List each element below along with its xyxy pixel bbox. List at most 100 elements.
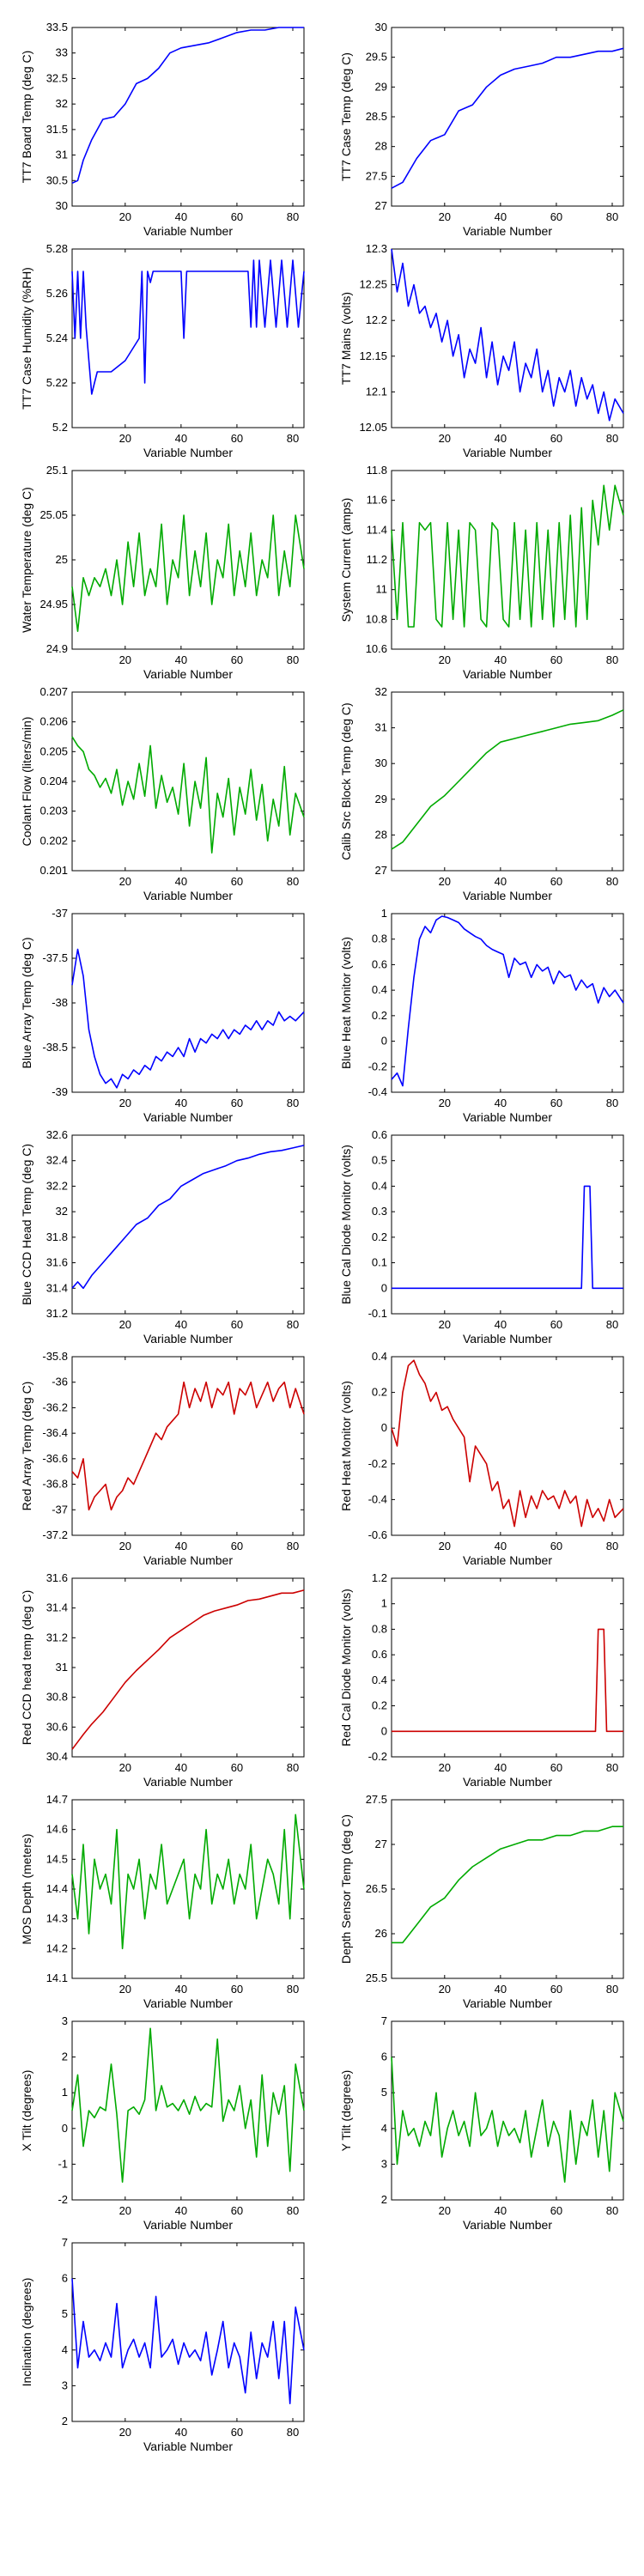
x-tick-label: 80 xyxy=(287,2204,299,2217)
chart-tt7-case-humidity: 20 40 60 80 5.2 5.22 5.24 5.26 5.28 Variable Numb… xyxy=(20,242,305,459)
x-tick-label: 60 xyxy=(550,210,562,223)
y-tick-label: 24.95 xyxy=(39,598,68,611)
x-tick-label: 20 xyxy=(119,432,131,445)
y-tick-label: 14.5 xyxy=(46,1852,68,1865)
x-tick-label: 40 xyxy=(175,1540,187,1552)
y-tick-label: 5.26 xyxy=(46,287,68,300)
y-tick-label: 4 xyxy=(62,2343,68,2356)
y-tick-label: 26.5 xyxy=(366,1882,387,1895)
y-tick-label: 27 xyxy=(375,1838,387,1850)
x-axis-label: Variable Number xyxy=(463,446,552,459)
y-tick-label: 14.3 xyxy=(46,1912,68,1925)
x-axis-label: Variable Number xyxy=(143,446,233,459)
y-axis-label: TT7 Case Temp (deg C) xyxy=(339,52,353,181)
x-axis-label: Variable Number xyxy=(143,2439,233,2453)
series-line-coolant-flow xyxy=(71,736,305,854)
x-tick-label: 80 xyxy=(287,210,299,223)
chart-depth-sensor-temp: 20 40 60 80 25.5 26 26.5 27 27.5 Variable Number D… xyxy=(339,1793,624,2010)
y-tick-label: 31 xyxy=(56,1661,68,1674)
x-tick-label: 80 xyxy=(287,1318,299,1331)
y-tick-label: 31.5 xyxy=(46,123,68,136)
y-tick-label: 1.2 xyxy=(372,1571,387,1584)
y-tick-label: 32.6 xyxy=(46,1128,68,1141)
x-tick-label: 60 xyxy=(550,1983,562,1996)
y-tick-label: 14.6 xyxy=(46,1823,68,1836)
y-tick-label: 27.5 xyxy=(366,169,387,182)
x-tick-label: 80 xyxy=(606,1097,618,1109)
y-tick-label: 11 xyxy=(376,583,388,596)
x-tick-label: 80 xyxy=(606,1540,618,1552)
x-tick-label: 40 xyxy=(175,1097,187,1109)
y-tick-label: 31.6 xyxy=(46,1571,68,1584)
y-tick-label: 11.6 xyxy=(367,494,387,507)
y-tick-label: 12.05 xyxy=(359,421,387,434)
y-tick-label: 0.6 xyxy=(372,1648,387,1661)
x-tick-label: 80 xyxy=(606,432,618,445)
x-axis-label: Variable Number xyxy=(463,1996,552,2010)
chart-blue-cal-diode-monitor: 20 40 60 80 -0.1 0 0.1 0.2 0.3 0.4 0.5 0.6 Variable … xyxy=(339,1128,624,1346)
plot-frame xyxy=(71,1356,305,1536)
plot-frame xyxy=(71,248,305,428)
x-tick-label: 40 xyxy=(495,432,507,445)
y-axis-label: Blue CCD Head Temp (deg C) xyxy=(20,1144,33,1305)
y-tick-label: 0.207 xyxy=(39,685,68,698)
y-axis-label: Inclination (degrees) xyxy=(20,2278,33,2387)
series-line-x-tilt xyxy=(71,2027,305,2183)
x-tick-label: 20 xyxy=(439,432,451,445)
y-tick-label: 7 xyxy=(62,2236,68,2249)
x-tick-label: 40 xyxy=(495,1318,507,1331)
y-tick-label: 29.5 xyxy=(366,51,387,64)
x-tick-label: 40 xyxy=(175,653,187,666)
y-tick-label: -37.2 xyxy=(42,1528,68,1541)
series-line-tt7-case-temp xyxy=(391,47,624,189)
plot-frame xyxy=(71,1577,305,1758)
series-line-blue-heat-monitor xyxy=(391,915,624,1087)
chart-x-tilt: 20 40 60 80 -2 -1 0 1 2 3 Variable Number X Tilt (d… xyxy=(20,2014,305,2232)
x-tick-label: 40 xyxy=(175,1983,187,1996)
y-tick-label: 12.2 xyxy=(366,313,387,326)
y-tick-label: 5 xyxy=(62,2307,68,2320)
y-tick-label: 0 xyxy=(381,1421,387,1434)
series-line-inclination xyxy=(71,2278,305,2404)
x-tick-label: 40 xyxy=(175,875,187,888)
y-tick-label: 0.4 xyxy=(372,1350,387,1363)
x-tick-label: 20 xyxy=(119,1540,131,1552)
x-tick-label: 80 xyxy=(606,653,618,666)
y-tick-label: 12.15 xyxy=(359,349,387,362)
y-tick-label: 2 xyxy=(381,2193,387,2206)
plot-frame xyxy=(391,2020,624,2201)
x-tick-label: 20 xyxy=(439,210,451,223)
y-tick-label: 3 xyxy=(381,2157,387,2170)
x-tick-label: 60 xyxy=(550,875,562,888)
y-tick-label: 7 xyxy=(381,2014,387,2027)
y-tick-label: 29 xyxy=(375,793,387,805)
y-tick-label: 0.203 xyxy=(39,805,68,817)
y-tick-label: -36.8 xyxy=(42,1478,68,1491)
y-tick-label: 5.22 xyxy=(46,376,68,389)
x-axis-label: Variable Number xyxy=(463,1110,552,1124)
x-axis-label: Variable Number xyxy=(463,1332,552,1346)
y-tick-label: 0 xyxy=(381,1281,387,1294)
x-tick-label: 40 xyxy=(495,1761,507,1774)
y-tick-label: 33 xyxy=(56,46,68,59)
x-axis-label: Variable Number xyxy=(143,1996,233,2010)
y-axis-label: TT7 Mains (volts) xyxy=(339,292,353,385)
y-tick-label: 29 xyxy=(375,80,387,93)
y-axis-label: Red Heat Monitor (volts) xyxy=(339,1381,353,1511)
x-tick-label: 20 xyxy=(439,1761,451,1774)
series-line-blue-ccd-head-temp xyxy=(71,1145,305,1290)
y-tick-label: 30.8 xyxy=(46,1691,68,1704)
y-tick-label: 28.5 xyxy=(366,110,387,123)
x-tick-label: 20 xyxy=(119,653,131,666)
chart-tt7-case-temp: 20 40 60 80 27 27.5 28 28.5 29 29.5 30 Variable Num… xyxy=(339,21,624,238)
y-tick-label: 27 xyxy=(375,864,387,877)
y-tick-label: 24.9 xyxy=(46,642,68,655)
y-tick-label: 0 xyxy=(381,1035,387,1048)
y-tick-label: 31.6 xyxy=(46,1256,68,1269)
y-tick-label: 25.05 xyxy=(39,508,68,521)
y-tick-label: 28 xyxy=(375,828,387,841)
y-tick-label: 11.4 xyxy=(367,523,387,536)
x-tick-label: 40 xyxy=(495,1097,507,1109)
series-line-red-cal-diode-monitor xyxy=(392,1628,623,1733)
